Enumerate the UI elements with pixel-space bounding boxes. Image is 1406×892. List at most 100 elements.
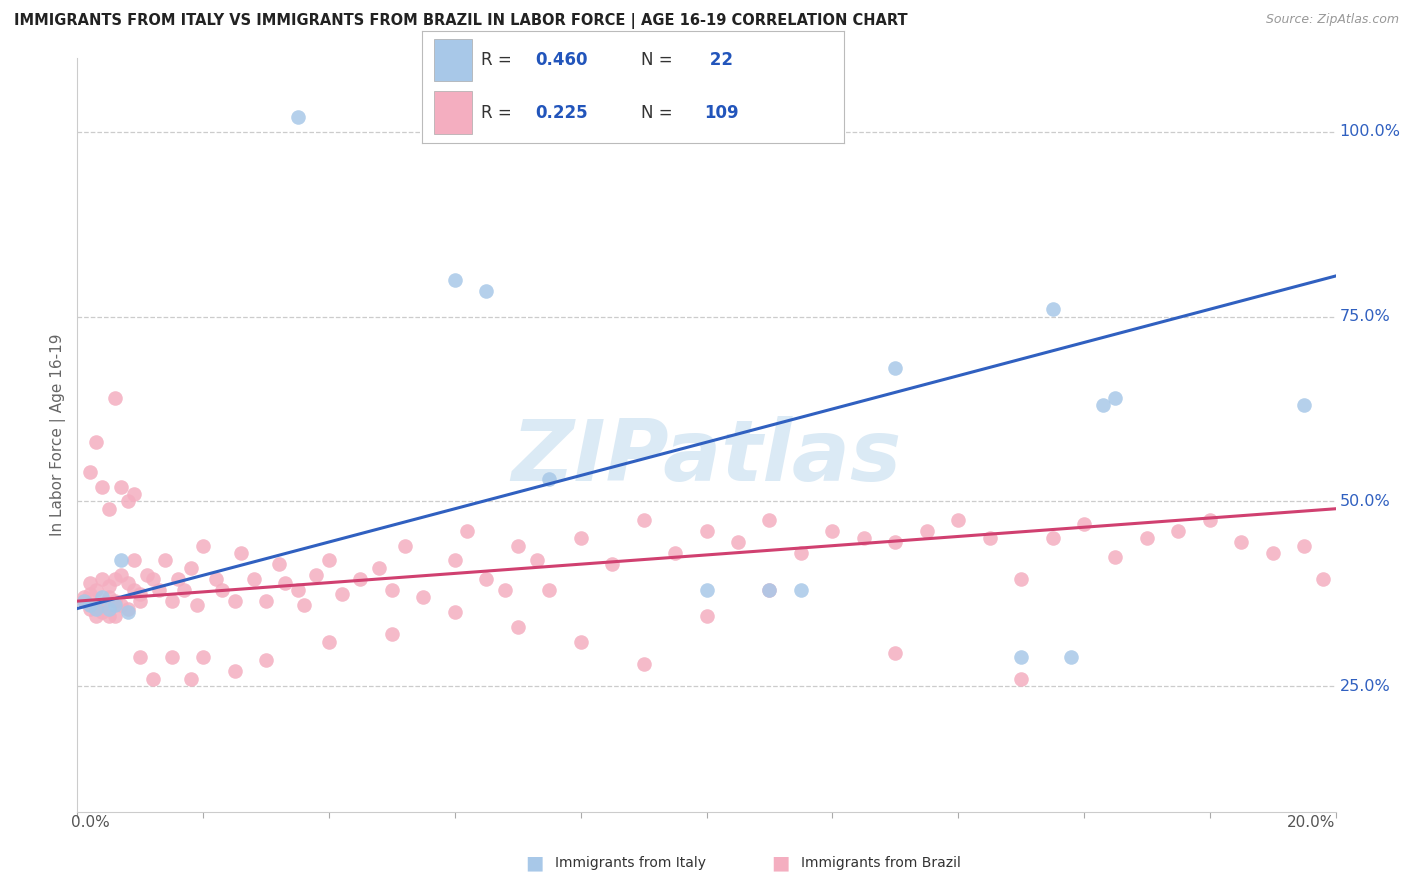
Point bbox=[852, 531, 875, 545]
Text: 100.0%: 100.0% bbox=[1340, 124, 1400, 139]
Text: 0.0%: 0.0% bbox=[72, 815, 110, 830]
Point bbox=[758, 582, 780, 597]
Point bbox=[790, 582, 813, 597]
Point bbox=[97, 601, 120, 615]
Text: ■: ■ bbox=[524, 853, 544, 872]
Point bbox=[1104, 391, 1126, 405]
Point bbox=[122, 582, 145, 597]
Point bbox=[229, 546, 252, 560]
Point bbox=[412, 591, 434, 605]
Point bbox=[538, 472, 561, 486]
Point bbox=[1060, 649, 1083, 664]
Point bbox=[696, 582, 718, 597]
Point bbox=[191, 649, 215, 664]
Point bbox=[444, 605, 467, 619]
Point bbox=[1010, 649, 1032, 664]
Point bbox=[254, 594, 277, 608]
Point bbox=[110, 568, 132, 582]
Point bbox=[569, 634, 592, 648]
Point bbox=[884, 361, 907, 376]
Bar bbox=[434, 39, 472, 81]
Point bbox=[1042, 302, 1064, 317]
Point bbox=[72, 594, 94, 608]
Point bbox=[180, 561, 202, 575]
Point bbox=[1010, 672, 1032, 686]
Point bbox=[1073, 516, 1095, 531]
Point bbox=[91, 598, 114, 612]
Point bbox=[79, 587, 101, 601]
Text: IMMIGRANTS FROM ITALY VS IMMIGRANTS FROM BRAZIL IN LABOR FORCE | AGE 16-19 CORRE: IMMIGRANTS FROM ITALY VS IMMIGRANTS FROM… bbox=[14, 13, 908, 29]
Point bbox=[110, 553, 132, 567]
Point bbox=[948, 513, 970, 527]
Point bbox=[224, 594, 246, 608]
Text: N =: N = bbox=[641, 103, 678, 121]
Point bbox=[506, 620, 529, 634]
Point bbox=[292, 598, 315, 612]
Point bbox=[79, 575, 101, 590]
Point bbox=[494, 582, 516, 597]
Point bbox=[758, 513, 780, 527]
Point bbox=[727, 535, 749, 549]
Point bbox=[129, 587, 152, 601]
Point bbox=[821, 524, 844, 538]
Y-axis label: In Labor Force | Age 16-19: In Labor Force | Age 16-19 bbox=[51, 334, 66, 536]
Point bbox=[242, 572, 264, 586]
Point bbox=[97, 579, 120, 593]
Point bbox=[91, 605, 114, 619]
Point bbox=[633, 513, 655, 527]
Point bbox=[394, 539, 416, 553]
Point bbox=[349, 572, 371, 586]
Point bbox=[84, 435, 107, 450]
Point bbox=[97, 591, 120, 605]
Point bbox=[104, 594, 127, 608]
Point bbox=[1010, 572, 1032, 586]
Point bbox=[155, 553, 177, 567]
Point bbox=[1312, 572, 1334, 586]
Point bbox=[135, 568, 157, 582]
Point bbox=[104, 608, 127, 623]
Point bbox=[84, 608, 107, 623]
Point bbox=[142, 672, 165, 686]
Point bbox=[696, 524, 718, 538]
Point bbox=[287, 582, 309, 597]
Point bbox=[1198, 513, 1220, 527]
Point bbox=[167, 572, 190, 586]
Point bbox=[569, 531, 592, 545]
Point bbox=[1167, 524, 1189, 538]
Point bbox=[142, 572, 165, 586]
Text: R =: R = bbox=[481, 103, 517, 121]
Point bbox=[274, 575, 297, 590]
Point bbox=[444, 273, 467, 287]
Point bbox=[267, 557, 290, 571]
Text: 22: 22 bbox=[704, 51, 734, 70]
Point bbox=[305, 568, 328, 582]
Point bbox=[72, 591, 94, 605]
Text: 25.0%: 25.0% bbox=[1340, 679, 1391, 694]
Point bbox=[211, 582, 233, 597]
Point bbox=[110, 598, 132, 612]
Point bbox=[91, 479, 114, 493]
Text: 0.225: 0.225 bbox=[536, 103, 588, 121]
Point bbox=[191, 539, 215, 553]
Point bbox=[381, 627, 404, 641]
Text: N =: N = bbox=[641, 51, 678, 70]
Text: ■: ■ bbox=[770, 853, 790, 872]
Point bbox=[884, 646, 907, 660]
Point bbox=[129, 594, 152, 608]
Point bbox=[979, 531, 1001, 545]
Point bbox=[287, 110, 309, 124]
Point bbox=[79, 465, 101, 479]
Point bbox=[696, 608, 718, 623]
Point bbox=[91, 591, 114, 605]
Point bbox=[104, 391, 127, 405]
Text: 0.460: 0.460 bbox=[536, 51, 588, 70]
Point bbox=[79, 601, 101, 615]
Point bbox=[368, 561, 391, 575]
Point bbox=[330, 587, 353, 601]
Point bbox=[97, 501, 120, 516]
Text: 50.0%: 50.0% bbox=[1340, 494, 1391, 508]
Point bbox=[600, 557, 623, 571]
Text: 109: 109 bbox=[704, 103, 740, 121]
Point bbox=[104, 572, 127, 586]
Text: R =: R = bbox=[481, 51, 517, 70]
